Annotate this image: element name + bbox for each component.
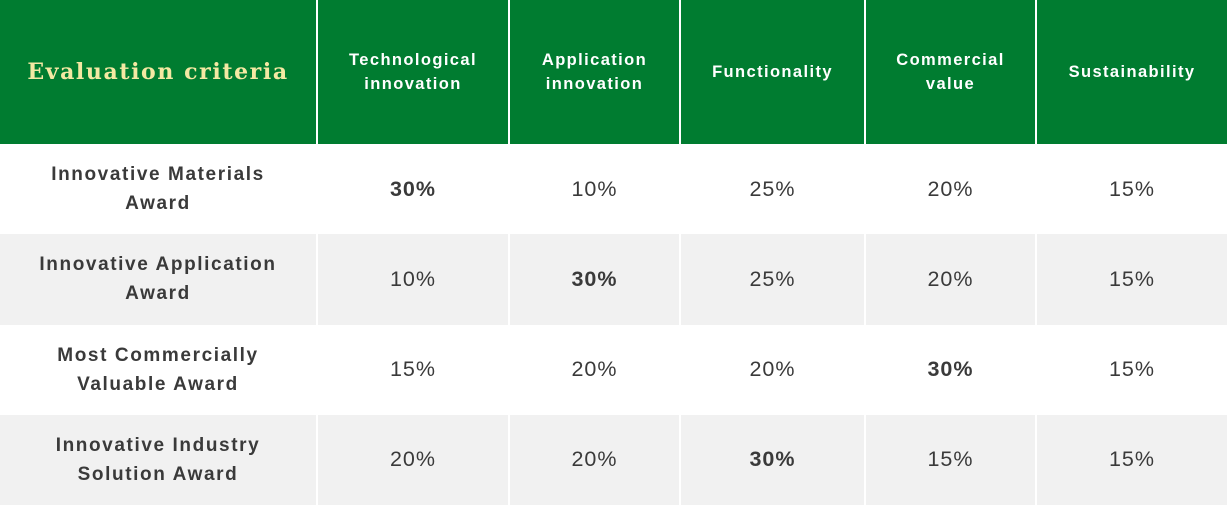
table-row: Innovative Industry Solution Award 20% 2… xyxy=(0,414,1227,505)
header-row: Evaluation criteria Technological innova… xyxy=(0,0,1227,144)
header-evaluation-criteria: Evaluation criteria xyxy=(0,0,317,144)
score-cell: 10% xyxy=(508,144,680,235)
table-body: Innovative Materials Award 30% 10% 25% 2… xyxy=(0,144,1227,505)
award-name: Most Commercially Valuable Award xyxy=(0,324,317,415)
score-cell: 20% xyxy=(864,144,1036,235)
score-cell: 15% xyxy=(1035,324,1227,415)
header-functionality: Functionality xyxy=(679,0,865,144)
score-cell: 25% xyxy=(679,144,865,235)
score-cell: 20% xyxy=(316,414,509,505)
score-cell: 30% xyxy=(679,414,865,505)
award-name: Innovative Application Award xyxy=(0,234,317,325)
table-row: Most Commercially Valuable Award 15% 20%… xyxy=(0,324,1227,415)
score-cell: 30% xyxy=(316,144,509,235)
score-cell: 15% xyxy=(1035,234,1227,325)
score-cell: 30% xyxy=(508,234,680,325)
score-cell: 15% xyxy=(864,414,1036,505)
table-header: Evaluation criteria Technological innova… xyxy=(0,0,1227,144)
header-commercial-value: Commercial value xyxy=(864,0,1036,144)
score-cell: 15% xyxy=(1035,414,1227,505)
award-name: Innovative Industry Solution Award xyxy=(0,414,317,505)
score-cell: 20% xyxy=(508,414,680,505)
score-cell: 20% xyxy=(864,234,1036,325)
score-cell: 20% xyxy=(508,324,680,415)
score-cell: 25% xyxy=(679,234,865,325)
score-cell: 20% xyxy=(679,324,865,415)
table-row: Innovative Materials Award 30% 10% 25% 2… xyxy=(0,144,1227,235)
score-cell: 15% xyxy=(316,324,509,415)
table-row: Innovative Application Award 10% 30% 25%… xyxy=(0,234,1227,325)
award-name: Innovative Materials Award xyxy=(0,144,317,235)
score-cell: 15% xyxy=(1035,144,1227,235)
header-application-innovation: Application innovation xyxy=(508,0,680,144)
header-technological-innovation: Technological innovation xyxy=(316,0,509,144)
score-cell: 10% xyxy=(316,234,509,325)
header-sustainability: Sustainability xyxy=(1035,0,1227,144)
score-cell: 30% xyxy=(864,324,1036,415)
